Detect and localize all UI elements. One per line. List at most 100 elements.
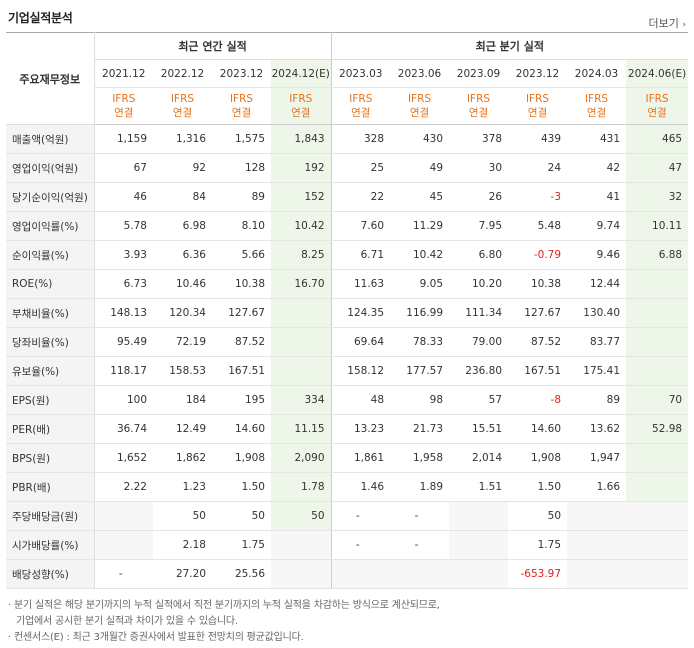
ifrs-label: IFRS — [112, 93, 136, 105]
table-cell — [271, 530, 332, 560]
annual-group-header: 최근 연간 실적 — [94, 32, 332, 60]
table-cell: 25 — [331, 153, 391, 183]
ifrs-header: IFRS 연결 — [449, 87, 509, 125]
ifrs-label: IFRS — [229, 93, 254, 105]
table-cell: 52.98 — [626, 414, 689, 444]
table-cell: 430 — [390, 124, 450, 154]
table-cell: 152 — [271, 182, 332, 212]
table-cell: 27.20 — [153, 559, 212, 589]
table-cell: 70 — [626, 385, 689, 415]
ifrs-sub-label: 연결 — [351, 107, 371, 119]
table-cell — [271, 356, 332, 386]
table-cell — [626, 298, 689, 328]
table-cell: 465 — [626, 124, 689, 154]
table-cell: 10.11 — [626, 211, 689, 241]
ifrs-header: IFRS 연결 — [94, 87, 153, 125]
table-cell — [567, 530, 627, 560]
more-label[interactable]: 더보기 — [648, 17, 679, 30]
ifrs-label: IFRS — [407, 93, 432, 105]
footnotes: · 분기 실적은 해당 분기까지의 누적 실적에서 직전 분기까지의 누적 실적… — [8, 598, 440, 646]
period-header: 2024.06(E) — [626, 59, 689, 88]
ifrs-sub-label: 연결 — [647, 107, 667, 119]
footnote-2: · 컨센서스(E) : 최근 3개월간 증권사에서 발표한 전망치의 평균값입니… — [8, 632, 304, 643]
table-cell — [271, 327, 332, 357]
table-cell: 1.75 — [212, 530, 271, 560]
table-cell: 22 — [331, 182, 391, 212]
ifrs-label: IFRS — [584, 93, 609, 105]
ifrs-header: IFRS 연결 — [626, 87, 689, 125]
table-cell: 50 — [271, 501, 332, 531]
table-cell: 111.34 — [449, 298, 509, 328]
table-cell: 69.64 — [331, 327, 391, 357]
table-cell: 175.41 — [567, 356, 627, 386]
table-cell: 127.67 — [212, 298, 271, 328]
table-cell: 10.38 — [212, 269, 271, 299]
row-label: 부채비율(%) — [6, 298, 95, 328]
table-cell: 195 — [212, 385, 271, 415]
period-header: 2024.12(E) — [271, 59, 332, 88]
table-cell: - — [331, 530, 391, 560]
table-row: EPS(원) 100 184 195 334 48 98 57 -8 89 70 — [6, 385, 689, 415]
footnote-1b: 기업에서 공시한 분기 실적과 차이가 있을 수 있습니다. — [16, 616, 238, 627]
table-row: PBR(배) 2.22 1.23 1.50 1.78 1.46 1.89 1.51 1.50 1.… — [6, 472, 689, 502]
row-label: 매출액(억원) — [6, 124, 95, 154]
table-cell: 1.75 — [508, 530, 568, 560]
period-header: 2023.06 — [390, 59, 450, 88]
table-cell: 10.42 — [390, 240, 450, 270]
row-label: BPS(원) — [6, 443, 95, 473]
table-cell: 21.73 — [390, 414, 450, 444]
table-cell: 2.22 — [94, 472, 153, 502]
table-cell: 1.89 — [390, 472, 450, 502]
table-cell: 184 — [153, 385, 212, 415]
table-cell — [94, 501, 153, 531]
table-cell — [626, 530, 689, 560]
table-row: 당좌비율(%) 95.49 72.19 87.52 69.64 78.33 79.00 87.… — [6, 327, 689, 357]
table-cell: 236.80 — [449, 356, 509, 386]
table-cell — [626, 472, 689, 502]
row-label: 당좌비율(%) — [6, 327, 95, 357]
footnote-1: · 분기 실적은 해당 분기까지의 누적 실적에서 직전 분기까지의 누적 실적… — [8, 600, 440, 611]
table-cell: 431 — [567, 124, 627, 154]
table-cell: 95.49 — [94, 327, 153, 357]
ifrs-header: IFRS 연결 — [271, 87, 332, 125]
ifrs-label: IFRS — [645, 93, 669, 105]
table-cell: 3.93 — [94, 240, 153, 270]
table-cell: 67 — [94, 153, 153, 183]
table-cell: 24 — [508, 153, 568, 183]
table-row: 순이익률(%) 3.93 6.36 5.66 8.25 6.71 10.42 6.80 -0.7… — [6, 240, 689, 270]
table-cell: - — [390, 501, 450, 531]
table-cell: 5.66 — [212, 240, 271, 270]
table-row: 배당성향(%) -27.20 25.56 -653.97 — [6, 559, 689, 589]
table-cell: 1,908 — [508, 443, 568, 473]
table-cell — [567, 559, 627, 589]
table-cell — [271, 559, 332, 589]
table-row: 영업이익률(%) 5.78 6.98 8.10 10.42 7.60 11.29 7.95 5.… — [6, 211, 689, 241]
ifrs-header: IFRS 연결 — [212, 87, 271, 125]
table-cell: 167.51 — [508, 356, 568, 386]
ifrs-label: IFRS — [289, 93, 313, 105]
table-cell: 45 — [390, 182, 450, 212]
table-cell: 10.46 — [153, 269, 212, 299]
table-cell: 334 — [271, 385, 332, 415]
table-cell: 78.33 — [390, 327, 450, 357]
table-cell: - — [390, 530, 450, 560]
row-label: 시가배당률(%) — [6, 530, 95, 560]
table-cell: 36.74 — [94, 414, 153, 444]
ifrs-sub-label: 연결 — [291, 107, 311, 119]
table-cell: 1,575 — [212, 124, 271, 154]
period-header: 2024.03 — [567, 59, 627, 88]
ifrs-label: IFRS — [349, 93, 373, 105]
table-cell — [449, 501, 509, 531]
period-header: 2023.03 — [331, 59, 391, 88]
table-cell: 1.66 — [567, 472, 627, 502]
more-link[interactable]: 더보기 › — [649, 15, 686, 31]
ifrs-label: IFRS — [525, 93, 550, 105]
table-cell: 1,159 — [94, 124, 153, 154]
table-cell: 10.42 — [271, 211, 332, 241]
table-row: BPS(원) 1,652 1,862 1,908 2,090 1,861 1,958 2,01… — [6, 443, 689, 473]
table-cell: 167.51 — [212, 356, 271, 386]
table-cell: 128 — [212, 153, 271, 183]
row-label: 영업이익(억원) — [6, 153, 95, 183]
table-cell: 130.40 — [567, 298, 627, 328]
table-cell: 1,861 — [331, 443, 391, 473]
